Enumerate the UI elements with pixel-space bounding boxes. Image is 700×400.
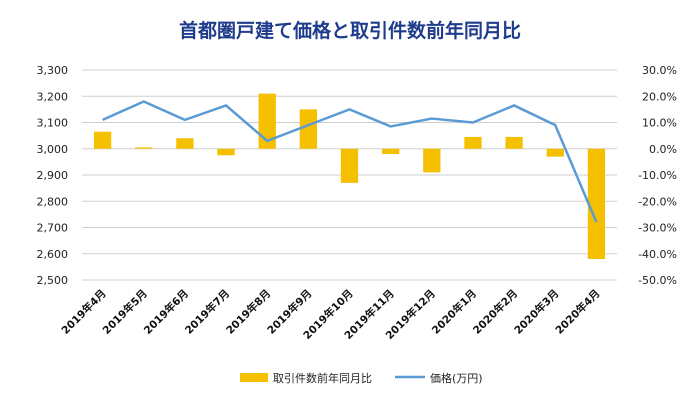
bar-series xyxy=(93,93,606,259)
left-tick-label: 3,300 xyxy=(37,64,69,77)
x-axis: 2019年4月2019年5月2019年6月2019年7月2019年8月2019年… xyxy=(59,287,603,342)
right-axis: -50.0% -40.0% -30.0% -20.0% -10.0% 0.0% 10.0% 2… xyxy=(638,64,677,287)
legend: 取引件数前年同月比 価格(万円) xyxy=(240,371,483,385)
left-tick-label: 3,200 xyxy=(37,90,69,103)
right-tick-label: 10.0% xyxy=(642,117,677,130)
bar xyxy=(135,147,153,149)
right-tick-label: -40.0% xyxy=(638,248,677,261)
bar xyxy=(505,136,523,149)
left-tick-label: 2,900 xyxy=(37,169,69,182)
bar xyxy=(382,148,400,154)
right-tick-label: -30.0% xyxy=(638,222,677,235)
bar xyxy=(93,131,112,149)
left-tick-label: 2,600 xyxy=(37,248,69,261)
bar xyxy=(258,93,276,149)
left-tick-label: 2,500 xyxy=(37,274,69,287)
left-axis: 2,500 2,600 2,700 2,800 2,900 3,000 3,100 3,200… xyxy=(37,64,69,287)
bar xyxy=(464,136,482,149)
bar xyxy=(423,148,441,173)
left-tick-label: 3,000 xyxy=(37,143,69,156)
chart-title: 首都圏戸建て価格と取引件数前年同月比 xyxy=(179,19,521,42)
legend-label-bars: 取引件数前年同月比 xyxy=(273,371,372,385)
x-tick-label: 2020年4月 xyxy=(553,287,603,337)
right-tick-label: 30.0% xyxy=(642,64,677,77)
left-tick-label: 3,100 xyxy=(37,117,69,130)
bar xyxy=(587,148,606,259)
left-tick-label: 2,800 xyxy=(37,195,69,208)
right-tick-label: -10.0% xyxy=(638,169,677,182)
left-tick-label: 2,700 xyxy=(37,222,69,235)
bar xyxy=(299,109,317,149)
right-tick-label: 20.0% xyxy=(642,90,677,103)
right-tick-label: 0.0% xyxy=(649,143,677,156)
bar xyxy=(340,148,359,183)
bar xyxy=(176,138,194,149)
line-series xyxy=(102,100,598,223)
bar xyxy=(217,148,235,156)
bar xyxy=(546,148,564,157)
price-line xyxy=(102,100,598,223)
legend-label-line: 価格(万円) xyxy=(430,371,483,385)
right-tick-label: -50.0% xyxy=(638,274,677,287)
right-tick-label: -20.0% xyxy=(638,195,677,208)
legend-swatch-bars xyxy=(240,373,268,382)
